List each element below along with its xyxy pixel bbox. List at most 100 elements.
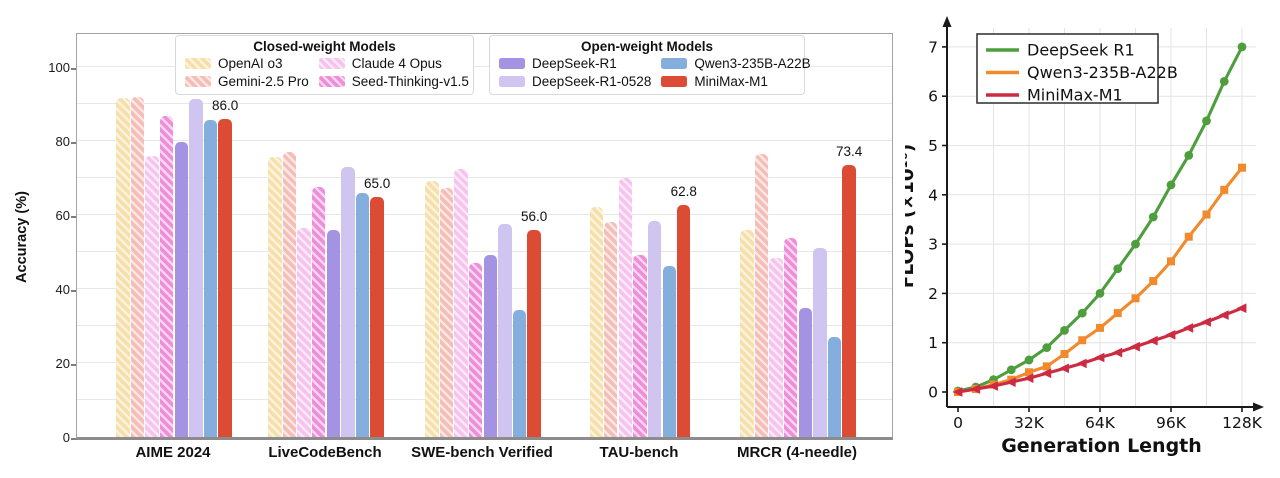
- category-label-aime-2024: AIME 2024: [135, 444, 211, 461]
- bar-gemini-2-5-pro-mrcr-4-needle: [754, 153, 769, 437]
- x-tick-0: 0: [953, 414, 963, 432]
- x-tick-32K: 32K: [1014, 414, 1045, 432]
- bar-claude-4-opus-livecodebench: [297, 227, 311, 437]
- legend-open-weight-models: Open-weight Models DeepSeek-R1 Qwen3-235B-…: [489, 35, 811, 95]
- marker-minimax-m1-88k: [1147, 335, 1158, 346]
- marker-qwen3-235b-a22b-112k: [1202, 210, 1211, 219]
- marker-qwen3-235b-a22b-48k: [1060, 350, 1069, 359]
- legend-swatch-seed-thinking-v1-5: [318, 76, 345, 87]
- x-axis-arrow: [1253, 402, 1264, 412]
- value-label-tau-bench: 62.8: [670, 183, 697, 199]
- marker-deepseek-r1-80k: [1131, 239, 1140, 249]
- x-tick-64K: 64K: [1085, 414, 1116, 432]
- marker-deepseek-r1-96k: [1166, 180, 1176, 190]
- bar-qwen3-235b-a22b-mrcr-4-needle: [827, 337, 842, 437]
- y-tickmark-60: [71, 216, 76, 218]
- x-tick-96K: 96K: [1156, 414, 1187, 432]
- bar-seed-thinking-v1-5-mrcr-4-needle: [784, 237, 798, 437]
- y-tick-0: 0: [928, 384, 938, 402]
- marker-deepseek-r1-120k: [1219, 77, 1229, 86]
- marker-qwen3-235b-a22b-32k: [1025, 368, 1033, 377]
- y-tickmark-80: [71, 142, 76, 144]
- marker-qwen3-235b-a22b-64k: [1096, 323, 1104, 332]
- marker-qwen3-235b-a22b-128k: [1238, 163, 1246, 172]
- value-label-aime-2024: 86.0: [211, 97, 239, 113]
- line-plot-area: 0 1 2 3 4 5 6 7 0 32K 64K 96K 128K Generation Length F…: [897, 16, 1264, 457]
- legend-label-gemini-2-5-pro: Gemini-2.5 Pro: [218, 74, 309, 89]
- gridline-100: [77, 66, 892, 67]
- y-axis-label: Accuracy (%): [14, 191, 30, 283]
- bar-gemini-2-5-pro-swe-bench-verified: [439, 188, 454, 437]
- y-tickmark-0: [71, 438, 76, 440]
- y-tick-6: 6: [928, 88, 938, 106]
- marker-deepseek-r1-128k: [1237, 42, 1247, 52]
- legend-item-claude-4-opus: Claude 4 Opus: [318, 56, 469, 71]
- marker-minimax-m1-96k: [1165, 330, 1176, 340]
- value-label-swe-bench-verified: 56.0: [520, 208, 548, 224]
- marker-deepseek-r1-56k: [1077, 308, 1087, 318]
- legend-label-openai-o3: OpenAI o3: [218, 56, 283, 71]
- value-label-livecodebench: 65.0: [363, 175, 391, 191]
- bar-seed-thinking-v1-5-aime-2024: [160, 116, 174, 437]
- category-label-livecodebench: LiveCodeBench: [268, 444, 382, 461]
- y-tick-7: 7: [928, 38, 938, 56]
- marker-minimax-m1-8k: [970, 384, 981, 394]
- bar-deepseek-r1-0528-livecodebench: [341, 166, 355, 437]
- y-tick-5: 5: [928, 137, 938, 155]
- bar-seed-thinking-v1-5-livecodebench: [312, 187, 326, 437]
- bar-gemini-2-5-pro-aime-2024: [130, 96, 145, 437]
- marker-minimax-m1-24k: [1005, 377, 1016, 387]
- marker-minimax-m1-16k: [987, 381, 998, 391]
- legend-box: [976, 33, 1159, 104]
- y-tick-4: 4: [928, 186, 938, 204]
- bar-qwen3-235b-a22b-swe-bench-verified: [512, 309, 527, 437]
- bar-deepseek-r1-0528-aime-2024: [189, 98, 203, 437]
- category-label-swe-bench-verified: SWE-bench Verified: [411, 444, 553, 461]
- bar-deepseek-r1-swe-bench-verified: [483, 254, 497, 437]
- bar-minimax-m1-livecodebench: [370, 196, 384, 437]
- bar-claude-4-opus-mrcr-4-needle: [769, 257, 783, 437]
- marker-minimax-m1-80k: [1129, 341, 1140, 352]
- legend-swatch-openai-o3: [185, 58, 211, 69]
- marker-qwen3-235b-a22b-88k: [1149, 277, 1158, 286]
- marker-deepseek-r1-48k: [1060, 325, 1069, 335]
- bar-openai-o3-mrcr-4-needle: [740, 229, 754, 437]
- bar-qwen3-235b-a22b-livecodebench: [355, 193, 370, 437]
- category-label-tau-bench: TAU-bench: [599, 444, 679, 461]
- marker-minimax-m1-112k: [1200, 317, 1211, 327]
- legend-label-seed-thinking-v1-5: Seed-Thinking-v1.5: [351, 74, 469, 89]
- legend-label-deepseek-r1-0528: DeepSeek-R1-0528: [532, 74, 652, 89]
- marker-minimax-m1-32k: [1023, 373, 1034, 383]
- marker-minimax-m1-64k: [1094, 352, 1105, 363]
- legend-item-seed-thinking-v1-5: Seed-Thinking-v1.5: [318, 74, 469, 89]
- marker-minimax-m1-48k: [1058, 363, 1069, 374]
- marker-qwen3-235b-a22b-40k: [1042, 362, 1051, 371]
- y-axis-arrow: [942, 16, 952, 27]
- marker-minimax-m1-56k: [1076, 358, 1087, 369]
- bar-deepseek-r1-0528-mrcr-4-needle: [813, 248, 827, 437]
- y-tickmark-100: [71, 68, 76, 70]
- marker-minimax-m1-0k: [952, 387, 963, 397]
- bar-minimax-m1-mrcr-4-needle: [842, 165, 856, 437]
- y-tick-0: 0: [62, 430, 70, 445]
- y-tick-2: 2: [928, 285, 938, 303]
- marker-qwen3-235b-a22b-80k: [1131, 294, 1140, 303]
- legend-swatch-deepseek-r1-0528: [499, 76, 525, 87]
- legend-item-deepseek-r1: DeepSeek-R1: [499, 56, 651, 71]
- marker-qwen3-235b-a22b-104k: [1184, 232, 1193, 241]
- y-tick-3: 3: [928, 236, 938, 254]
- value-label-mrcr-4-needle: 73.4: [835, 144, 863, 160]
- legend-swatch-qwen3-235b-a22b: [661, 58, 688, 69]
- bar-deepseek-r1-livecodebench: [326, 230, 340, 437]
- flops-line-chart: 0 1 2 3 4 5 6 7 0 32K 64K 96K 128K Generation Length F…: [897, 0, 1280, 473]
- legend-label-deepseek-r1: DeepSeek-R1: [532, 56, 617, 71]
- marker-deepseek-r1-32k: [1024, 355, 1034, 365]
- marker-qwen3-235b-a22b-96k: [1167, 257, 1175, 266]
- legend-label-claude-4-opus: Claude 4 Opus: [351, 56, 442, 71]
- legend-item-gemini-2-5-pro: Gemini-2.5 Pro: [185, 74, 309, 89]
- bar-minimax-m1-tau-bench: [677, 204, 691, 437]
- legend-label-minimax-m1: MiniMax-M1: [694, 74, 768, 89]
- legend-swatch-claude-4-opus: [318, 58, 345, 69]
- marker-minimax-m1-104k: [1183, 323, 1194, 333]
